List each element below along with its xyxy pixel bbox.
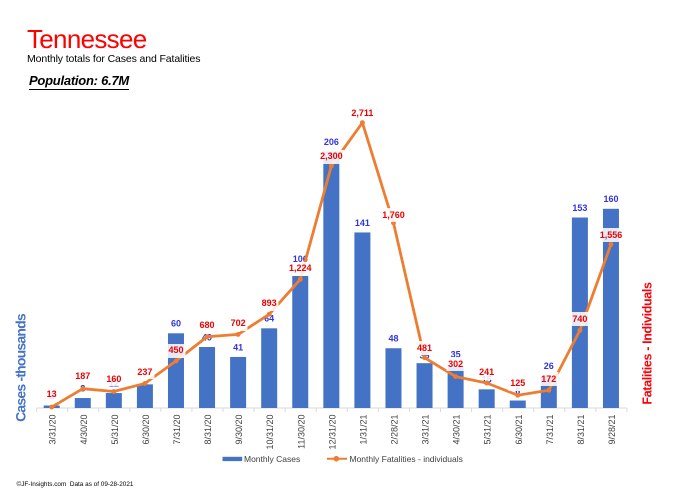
svg-text:4/30/21: 4/30/21 — [452, 415, 462, 445]
svg-text:206: 206 — [324, 137, 339, 147]
svg-text:26: 26 — [544, 361, 554, 371]
svg-text:153: 153 — [572, 203, 587, 213]
svg-text:Fatalities - Individuals: Fatalities - Individuals — [641, 282, 655, 405]
svg-text:Cases -thousands: Cases -thousands — [13, 313, 29, 422]
svg-text:5/31/20: 5/31/20 — [110, 415, 120, 445]
svg-text:6/30/20: 6/30/20 — [141, 415, 151, 445]
svg-text:64: 64 — [264, 314, 274, 324]
svg-text:7/31/20: 7/31/20 — [172, 415, 182, 445]
svg-text:3/31/21: 3/31/21 — [421, 415, 431, 445]
svg-text:11/30/20: 11/30/20 — [296, 415, 306, 449]
svg-text:106: 106 — [293, 254, 308, 264]
svg-text:35: 35 — [451, 350, 461, 360]
svg-text:7/31/21: 7/31/21 — [545, 415, 555, 445]
svg-text:160: 160 — [603, 194, 618, 204]
svg-text:8/31/20: 8/31/20 — [203, 415, 213, 445]
svg-text:10/31/20: 10/31/20 — [265, 415, 275, 450]
svg-text:8/31/21: 8/31/21 — [576, 415, 586, 445]
svg-text:12/31/20: 12/31/20 — [327, 415, 337, 450]
svg-text:1/31/21: 1/31/21 — [358, 415, 368, 445]
svg-text:48: 48 — [388, 334, 398, 344]
svg-text:6: 6 — [515, 386, 520, 396]
svg-text:3/31/20: 3/31/20 — [48, 415, 58, 445]
svg-text:Monthly Fatalities - individua: Monthly Fatalities - individuals — [350, 454, 463, 464]
svg-text:4/30/20: 4/30/20 — [79, 415, 89, 445]
svg-text:41: 41 — [233, 342, 243, 352]
svg-text:9/28/21: 9/28/21 — [607, 415, 617, 445]
svg-text:Monthly Cases: Monthly Cases — [244, 454, 300, 464]
svg-text:2/28/21: 2/28/21 — [389, 415, 399, 445]
svg-text:9/30/20: 9/30/20 — [234, 415, 244, 445]
svg-text:5/31/21: 5/31/21 — [483, 415, 493, 445]
svg-text:141: 141 — [355, 218, 370, 228]
svg-text:6/30/21: 6/30/21 — [514, 415, 524, 445]
svg-text:60: 60 — [171, 319, 181, 329]
